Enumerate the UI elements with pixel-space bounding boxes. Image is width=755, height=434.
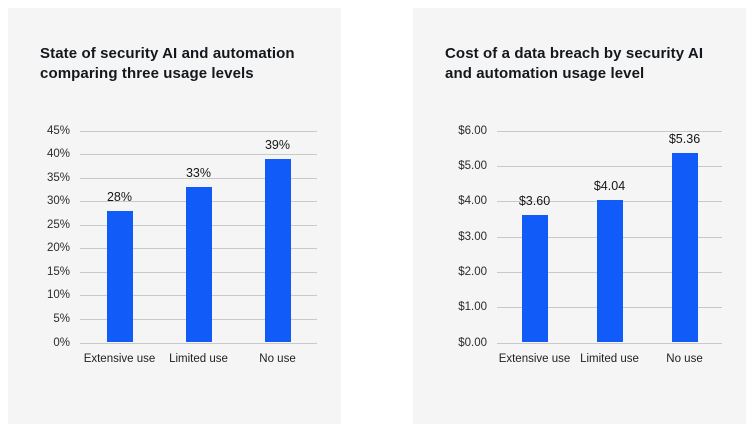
y-axis-tick-label: $5.00 <box>458 159 487 172</box>
bar-value-label: $3.60 <box>518 194 551 209</box>
y-axis-tick-label: 35% <box>46 171 70 184</box>
bar-value-label: $4.04 <box>593 178 626 193</box>
bar-chart-breach-cost: $0.00 $1.00 $2.00 $3.00 $4.00 $5.00 $6.00 $3.60… <box>445 125 722 383</box>
gridline <box>80 154 317 156</box>
bar-no-use <box>671 153 698 343</box>
x-axis-category-label: No use <box>259 352 296 365</box>
bar-value-label: 28% <box>106 189 133 204</box>
bar-no-use <box>264 158 291 343</box>
gridline <box>497 165 722 167</box>
bar-value-label: $5.36 <box>668 132 701 147</box>
bar-extensive-use <box>521 215 548 343</box>
x-axis-category-label: Extensive use <box>83 352 156 365</box>
bar-limited-use <box>596 199 623 343</box>
y-axis-tick-label: $2.00 <box>458 265 487 278</box>
chart-title-breach-cost: Cost of a data breach by security AI and… <box>445 45 704 83</box>
y-axis-tick-label: $4.00 <box>458 195 487 208</box>
bar-value-label: 33% <box>185 166 212 181</box>
y-axis-tick-label: $0.00 <box>458 336 487 349</box>
chart-card-ai-usage: State of security AI and automation comp… <box>8 8 341 424</box>
y-axis-tick-label: $3.00 <box>458 230 487 243</box>
bar-limited-use <box>185 187 212 343</box>
gridline <box>80 342 317 344</box>
y-axis-tick-label: $6.00 <box>458 124 487 137</box>
x-axis-category-label: No use <box>666 352 703 365</box>
y-axis-tick-label: 30% <box>46 195 70 208</box>
chart-card-breach-cost: Cost of a data breach by security AI and… <box>413 8 746 424</box>
x-axis-category-label: Limited use <box>580 352 639 365</box>
y-axis-tick-label: 45% <box>46 124 70 137</box>
y-axis-tick-label: 0% <box>53 336 70 349</box>
y-axis-tick-label: 5% <box>53 312 70 325</box>
y-axis-tick-label: 15% <box>46 265 70 278</box>
y-axis-tick-label: 40% <box>46 148 70 161</box>
gridline <box>80 177 317 179</box>
y-axis-tick-label: $1.00 <box>458 301 487 314</box>
bar-value-label: 39% <box>264 137 291 152</box>
bar-extensive-use <box>106 210 133 343</box>
x-axis-category-label: Limited use <box>169 352 228 365</box>
gridline <box>80 130 317 132</box>
chart-title-ai-usage: State of security AI and automation comp… <box>40 45 295 83</box>
gridline <box>497 342 722 344</box>
y-axis-tick-label: 20% <box>46 242 70 255</box>
y-axis-tick-label: 25% <box>46 218 70 231</box>
y-axis-tick-label: 10% <box>46 289 70 302</box>
x-axis-category-label: Extensive use <box>498 352 571 365</box>
bar-chart-ai-usage: 0% 5% 10% 15% 20% 25% 30% 35% 40% 45% 28% Extensive… <box>40 125 317 383</box>
gridline <box>497 130 722 132</box>
